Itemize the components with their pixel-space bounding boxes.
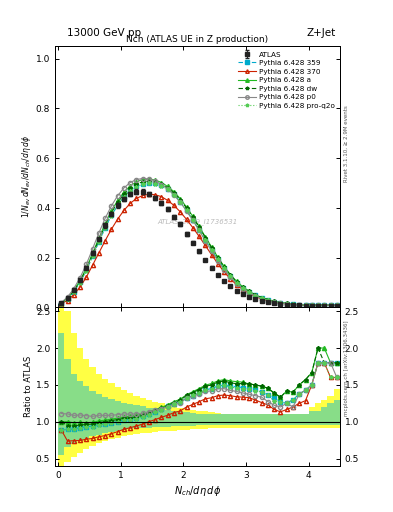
Y-axis label: Ratio to ATLAS: Ratio to ATLAS: [24, 356, 33, 417]
Text: Rivet 3.1.10, ≥ 2.9M events: Rivet 3.1.10, ≥ 2.9M events: [344, 105, 349, 182]
Text: Z+Jet: Z+Jet: [307, 28, 336, 38]
Y-axis label: $1/N_{ev}\,dN_{ev}/dN_{ch}/d\eta\,d\phi$: $1/N_{ev}\,dN_{ev}/dN_{ch}/d\eta\,d\phi$: [20, 135, 33, 218]
Title: Nch (ATLAS UE in Z production): Nch (ATLAS UE in Z production): [127, 35, 268, 44]
Legend: ATLAS, Pythia 6.428 359, Pythia 6.428 370, Pythia 6.428 a, Pythia 6.428 dw, Pyth: ATLAS, Pythia 6.428 359, Pythia 6.428 37…: [237, 50, 336, 111]
Text: ATLAS_2019_I1736531: ATLAS_2019_I1736531: [157, 218, 238, 225]
X-axis label: $N_{ch}/d\eta\,d\phi$: $N_{ch}/d\eta\,d\phi$: [174, 484, 221, 498]
Text: mcplots.cern.ch [arXiv:1306.3436]: mcplots.cern.ch [arXiv:1306.3436]: [344, 321, 349, 416]
Text: 13000 GeV pp: 13000 GeV pp: [67, 28, 141, 38]
